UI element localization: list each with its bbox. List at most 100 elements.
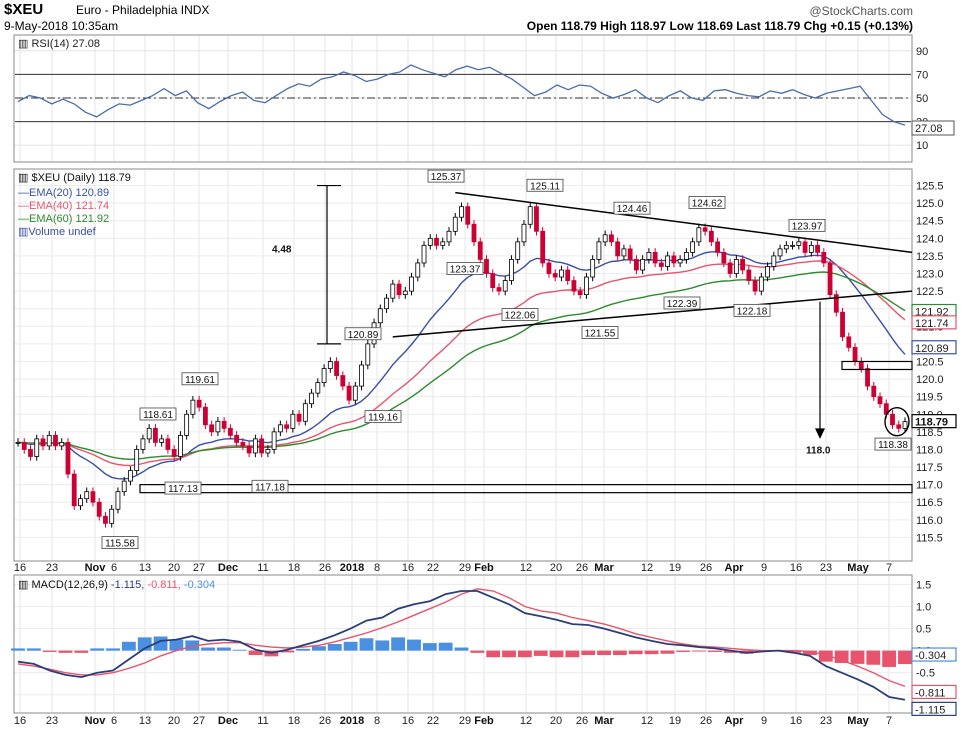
candle-body bbox=[440, 241, 446, 246]
price-annotation-box bbox=[581, 326, 619, 339]
price-annotation-box bbox=[139, 407, 177, 421]
macd-histogram-bar bbox=[327, 644, 342, 651]
candle-body bbox=[396, 283, 402, 296]
candle-body bbox=[128, 470, 133, 482]
macd-histogram-bar bbox=[216, 647, 231, 651]
candle-body bbox=[708, 230, 714, 243]
price-annotation: 125.11 bbox=[530, 181, 560, 192]
candle-body bbox=[459, 206, 464, 218]
legend-entry: ▥Volume undef bbox=[18, 226, 97, 238]
candle-body bbox=[53, 434, 58, 447]
rsi-line bbox=[17, 64, 906, 126]
x-tick-label: 20 bbox=[168, 715, 180, 727]
candle-body bbox=[846, 336, 852, 348]
candle-body bbox=[109, 508, 115, 524]
x-tick-label: Nov bbox=[85, 562, 107, 574]
candle-body bbox=[59, 442, 65, 447]
price-annotation-box bbox=[688, 196, 726, 209]
candle-body bbox=[171, 449, 177, 457]
candle-body bbox=[546, 262, 552, 274]
macd-histogram-bar bbox=[58, 650, 73, 653]
price-badge bbox=[911, 340, 957, 355]
price-annotation-box bbox=[733, 303, 771, 317]
price-y-tick: 122.5 bbox=[916, 286, 944, 298]
price-y-tick: 118.5 bbox=[916, 427, 943, 439]
macd-histogram-bar bbox=[248, 650, 263, 656]
candle-body bbox=[565, 269, 571, 281]
candle-body bbox=[696, 227, 702, 243]
macd-histogram-bar bbox=[312, 646, 326, 651]
candle-body bbox=[627, 248, 633, 260]
x-tick-label: 29 bbox=[459, 562, 471, 574]
x-tick-label: 2018 bbox=[340, 715, 364, 727]
macd-histogram-bar bbox=[296, 648, 311, 651]
target-arrowhead bbox=[815, 428, 825, 439]
macd-histogram-bar bbox=[803, 650, 817, 656]
candle-body bbox=[833, 294, 839, 313]
macd-histogram-bar bbox=[74, 650, 89, 653]
x-tick-label: May bbox=[847, 715, 869, 727]
x-tick-label: 26 bbox=[700, 562, 712, 574]
macd-histogram-bar bbox=[201, 647, 215, 651]
price-annotation: 117.13 bbox=[168, 484, 198, 495]
x-tick-label: Dec bbox=[218, 562, 238, 574]
candle-body bbox=[646, 252, 652, 260]
price-y-tick: 116.0 bbox=[916, 515, 943, 527]
x-tick-label: Apr bbox=[725, 562, 745, 574]
candle-body bbox=[140, 438, 146, 450]
price-annotation: 121.55 bbox=[585, 329, 616, 340]
x-tick-label: 12 bbox=[520, 715, 532, 727]
candle-body bbox=[658, 262, 664, 267]
macd-histogram-bar bbox=[42, 650, 57, 652]
candle-body bbox=[259, 438, 265, 454]
x-tick-label: 13 bbox=[139, 562, 151, 574]
candle-body bbox=[902, 421, 908, 429]
candle-body bbox=[277, 424, 283, 433]
macd-histogram-bar bbox=[375, 640, 390, 651]
x-tick-label: 16 bbox=[402, 715, 414, 727]
candle-body bbox=[752, 280, 758, 292]
price-annotation-box bbox=[427, 169, 465, 183]
candle-body bbox=[365, 343, 371, 366]
price-y-tick: 120.0 bbox=[916, 374, 944, 386]
candle-body bbox=[577, 290, 583, 296]
x-tick-label: 18 bbox=[288, 562, 300, 574]
candle-body bbox=[134, 449, 140, 471]
macd-histogram-bar bbox=[121, 641, 136, 651]
x-tick-label: Apr bbox=[725, 715, 745, 727]
price-y-tick: 123.0 bbox=[916, 269, 944, 281]
candle-body bbox=[359, 364, 364, 387]
price-annotation-box bbox=[663, 296, 701, 310]
candle-body bbox=[802, 241, 808, 253]
price-annotation-box bbox=[164, 481, 202, 495]
macd-badge-value: -0.304 bbox=[915, 650, 946, 662]
macd-histogram-bar bbox=[723, 650, 738, 653]
x-tick-label: 7 bbox=[886, 562, 892, 574]
macd-badge bbox=[911, 684, 957, 700]
macd-y-tick: 1.0 bbox=[916, 601, 931, 613]
macd-histogram-bar bbox=[834, 650, 849, 663]
candle-body bbox=[346, 385, 352, 401]
price-annotation-box bbox=[251, 479, 289, 493]
price-annotation: 125.37 bbox=[431, 172, 462, 183]
price-y-tick: 125.5 bbox=[916, 181, 944, 193]
price-annotation-box bbox=[501, 308, 539, 321]
candle-body bbox=[209, 424, 215, 433]
price-panel: 115.5116.0116.5117.0117.5118.0118.5119.0… bbox=[15, 169, 957, 550]
candle-body bbox=[190, 399, 196, 415]
ema20-line bbox=[17, 251, 906, 480]
macd-title-value: -1.115, bbox=[111, 579, 148, 591]
candle-body bbox=[796, 241, 802, 246]
x-tick-label: 26 bbox=[319, 715, 331, 727]
symbol-label: $XEU bbox=[4, 1, 44, 18]
x-tick-label: 26 bbox=[700, 715, 712, 727]
x-tick-label: 26 bbox=[576, 562, 588, 574]
x-tick-label: 9 bbox=[761, 715, 767, 727]
candle-body bbox=[21, 442, 27, 450]
price-y-tick: 123.5 bbox=[916, 251, 944, 263]
candle-body bbox=[427, 237, 433, 246]
macd-histogram-bar bbox=[486, 650, 501, 658]
price-annotation-box bbox=[364, 410, 402, 424]
candle-body bbox=[252, 438, 258, 454]
